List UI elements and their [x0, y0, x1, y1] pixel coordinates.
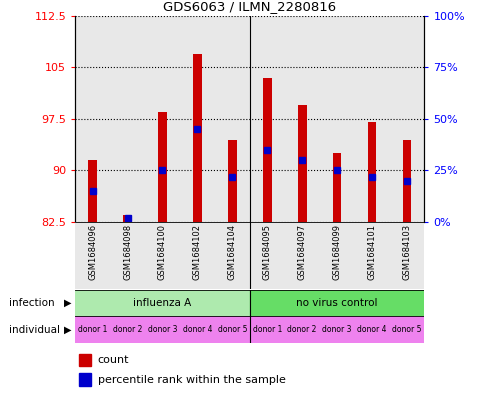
Bar: [75, 16, 110, 222]
Text: percentile rank within the sample: percentile rank within the sample: [98, 375, 285, 385]
Text: GSM1684098: GSM1684098: [123, 224, 132, 280]
Bar: [180, 16, 214, 222]
Bar: [319, 222, 354, 289]
Text: GSM1684102: GSM1684102: [193, 224, 201, 280]
Text: donor 1: donor 1: [78, 325, 107, 334]
Bar: [284, 16, 319, 222]
Text: no virus control: no virus control: [296, 298, 377, 308]
Text: GSM1684100: GSM1684100: [158, 224, 166, 280]
Bar: [75, 222, 110, 289]
Bar: [332, 153, 341, 222]
Bar: [145, 222, 180, 289]
Bar: [193, 53, 201, 222]
Bar: [297, 105, 306, 222]
Bar: [367, 122, 376, 222]
Bar: [227, 140, 236, 222]
Bar: [158, 112, 166, 222]
Bar: [284, 222, 319, 289]
Bar: [249, 16, 284, 222]
Bar: [389, 16, 424, 222]
Bar: [214, 16, 249, 222]
Text: infection: infection: [9, 298, 54, 308]
Bar: [354, 316, 389, 343]
Bar: [214, 222, 249, 289]
Bar: [145, 16, 180, 222]
Text: donor 2: donor 2: [287, 325, 316, 334]
Bar: [389, 222, 424, 289]
Text: influenza A: influenza A: [133, 298, 191, 308]
Bar: [389, 316, 424, 343]
Text: donor 4: donor 4: [357, 325, 386, 334]
Text: GSM1684097: GSM1684097: [297, 224, 306, 280]
Bar: [180, 316, 214, 343]
Bar: [180, 222, 214, 289]
Text: donor 1: donor 1: [252, 325, 281, 334]
Bar: [354, 222, 389, 289]
Bar: [319, 316, 354, 343]
Bar: [354, 16, 389, 222]
Text: individual: individual: [9, 325, 60, 335]
Bar: [110, 316, 145, 343]
Bar: [249, 222, 284, 289]
Text: donor 5: donor 5: [392, 325, 421, 334]
Bar: [402, 140, 410, 222]
Bar: [75, 316, 110, 343]
Bar: [123, 215, 132, 222]
Text: GSM1684096: GSM1684096: [88, 224, 97, 280]
Text: ▶: ▶: [64, 325, 72, 335]
Bar: [78, 373, 91, 386]
Bar: [262, 77, 271, 222]
Text: GSM1684101: GSM1684101: [367, 224, 376, 280]
Bar: [145, 316, 180, 343]
Text: donor 2: donor 2: [113, 325, 142, 334]
Text: GSM1684103: GSM1684103: [402, 224, 410, 280]
Bar: [78, 354, 91, 366]
Text: donor 3: donor 3: [322, 325, 351, 334]
Text: ▶: ▶: [64, 298, 72, 308]
Bar: [284, 316, 319, 343]
Title: GDS6063 / ILMN_2280816: GDS6063 / ILMN_2280816: [163, 0, 335, 13]
Text: donor 3: donor 3: [148, 325, 177, 334]
Text: count: count: [98, 355, 129, 365]
Text: donor 5: donor 5: [217, 325, 246, 334]
Bar: [319, 16, 354, 222]
Text: GSM1684099: GSM1684099: [332, 224, 341, 280]
Bar: [110, 16, 145, 222]
Text: GSM1684095: GSM1684095: [262, 224, 271, 280]
Bar: [110, 222, 145, 289]
Bar: [88, 160, 97, 222]
Bar: [75, 290, 249, 316]
Bar: [214, 316, 249, 343]
Text: donor 4: donor 4: [182, 325, 212, 334]
Bar: [249, 290, 424, 316]
Bar: [249, 316, 284, 343]
Text: GSM1684104: GSM1684104: [227, 224, 236, 280]
